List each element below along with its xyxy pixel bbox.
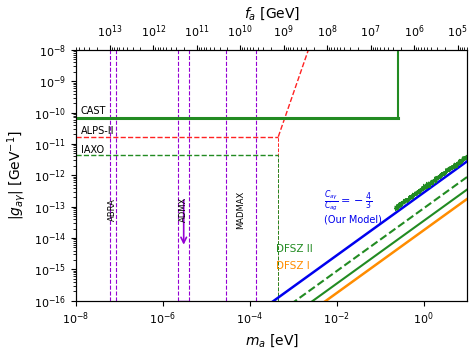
- Text: $\frac{C_{a\gamma}}{C_{ag}}=-\frac{4}{3}$: $\frac{C_{a\gamma}}{C_{ag}}=-\frac{4}{3}…: [324, 188, 372, 214]
- Y-axis label: $|g_{a\gamma}|$ [GeV$^{-1}$]: $|g_{a\gamma}|$ [GeV$^{-1}$]: [6, 130, 28, 220]
- Text: CAST: CAST: [81, 106, 106, 116]
- Text: MADMAX: MADMAX: [236, 191, 245, 229]
- Text: ABRA: ABRA: [108, 198, 117, 221]
- Text: DFSZ I: DFSZ I: [276, 261, 310, 271]
- Text: DFSZ II: DFSZ II: [276, 244, 313, 254]
- Text: ADMX: ADMX: [179, 197, 188, 222]
- Text: ALPS-II: ALPS-II: [81, 126, 115, 136]
- Text: IAXO: IAXO: [81, 145, 104, 155]
- X-axis label: $f_a$ [GeV]: $f_a$ [GeV]: [244, 6, 300, 22]
- X-axis label: $m_a$ [eV]: $m_a$ [eV]: [245, 333, 299, 349]
- Text: (Our Model): (Our Model): [324, 214, 382, 224]
